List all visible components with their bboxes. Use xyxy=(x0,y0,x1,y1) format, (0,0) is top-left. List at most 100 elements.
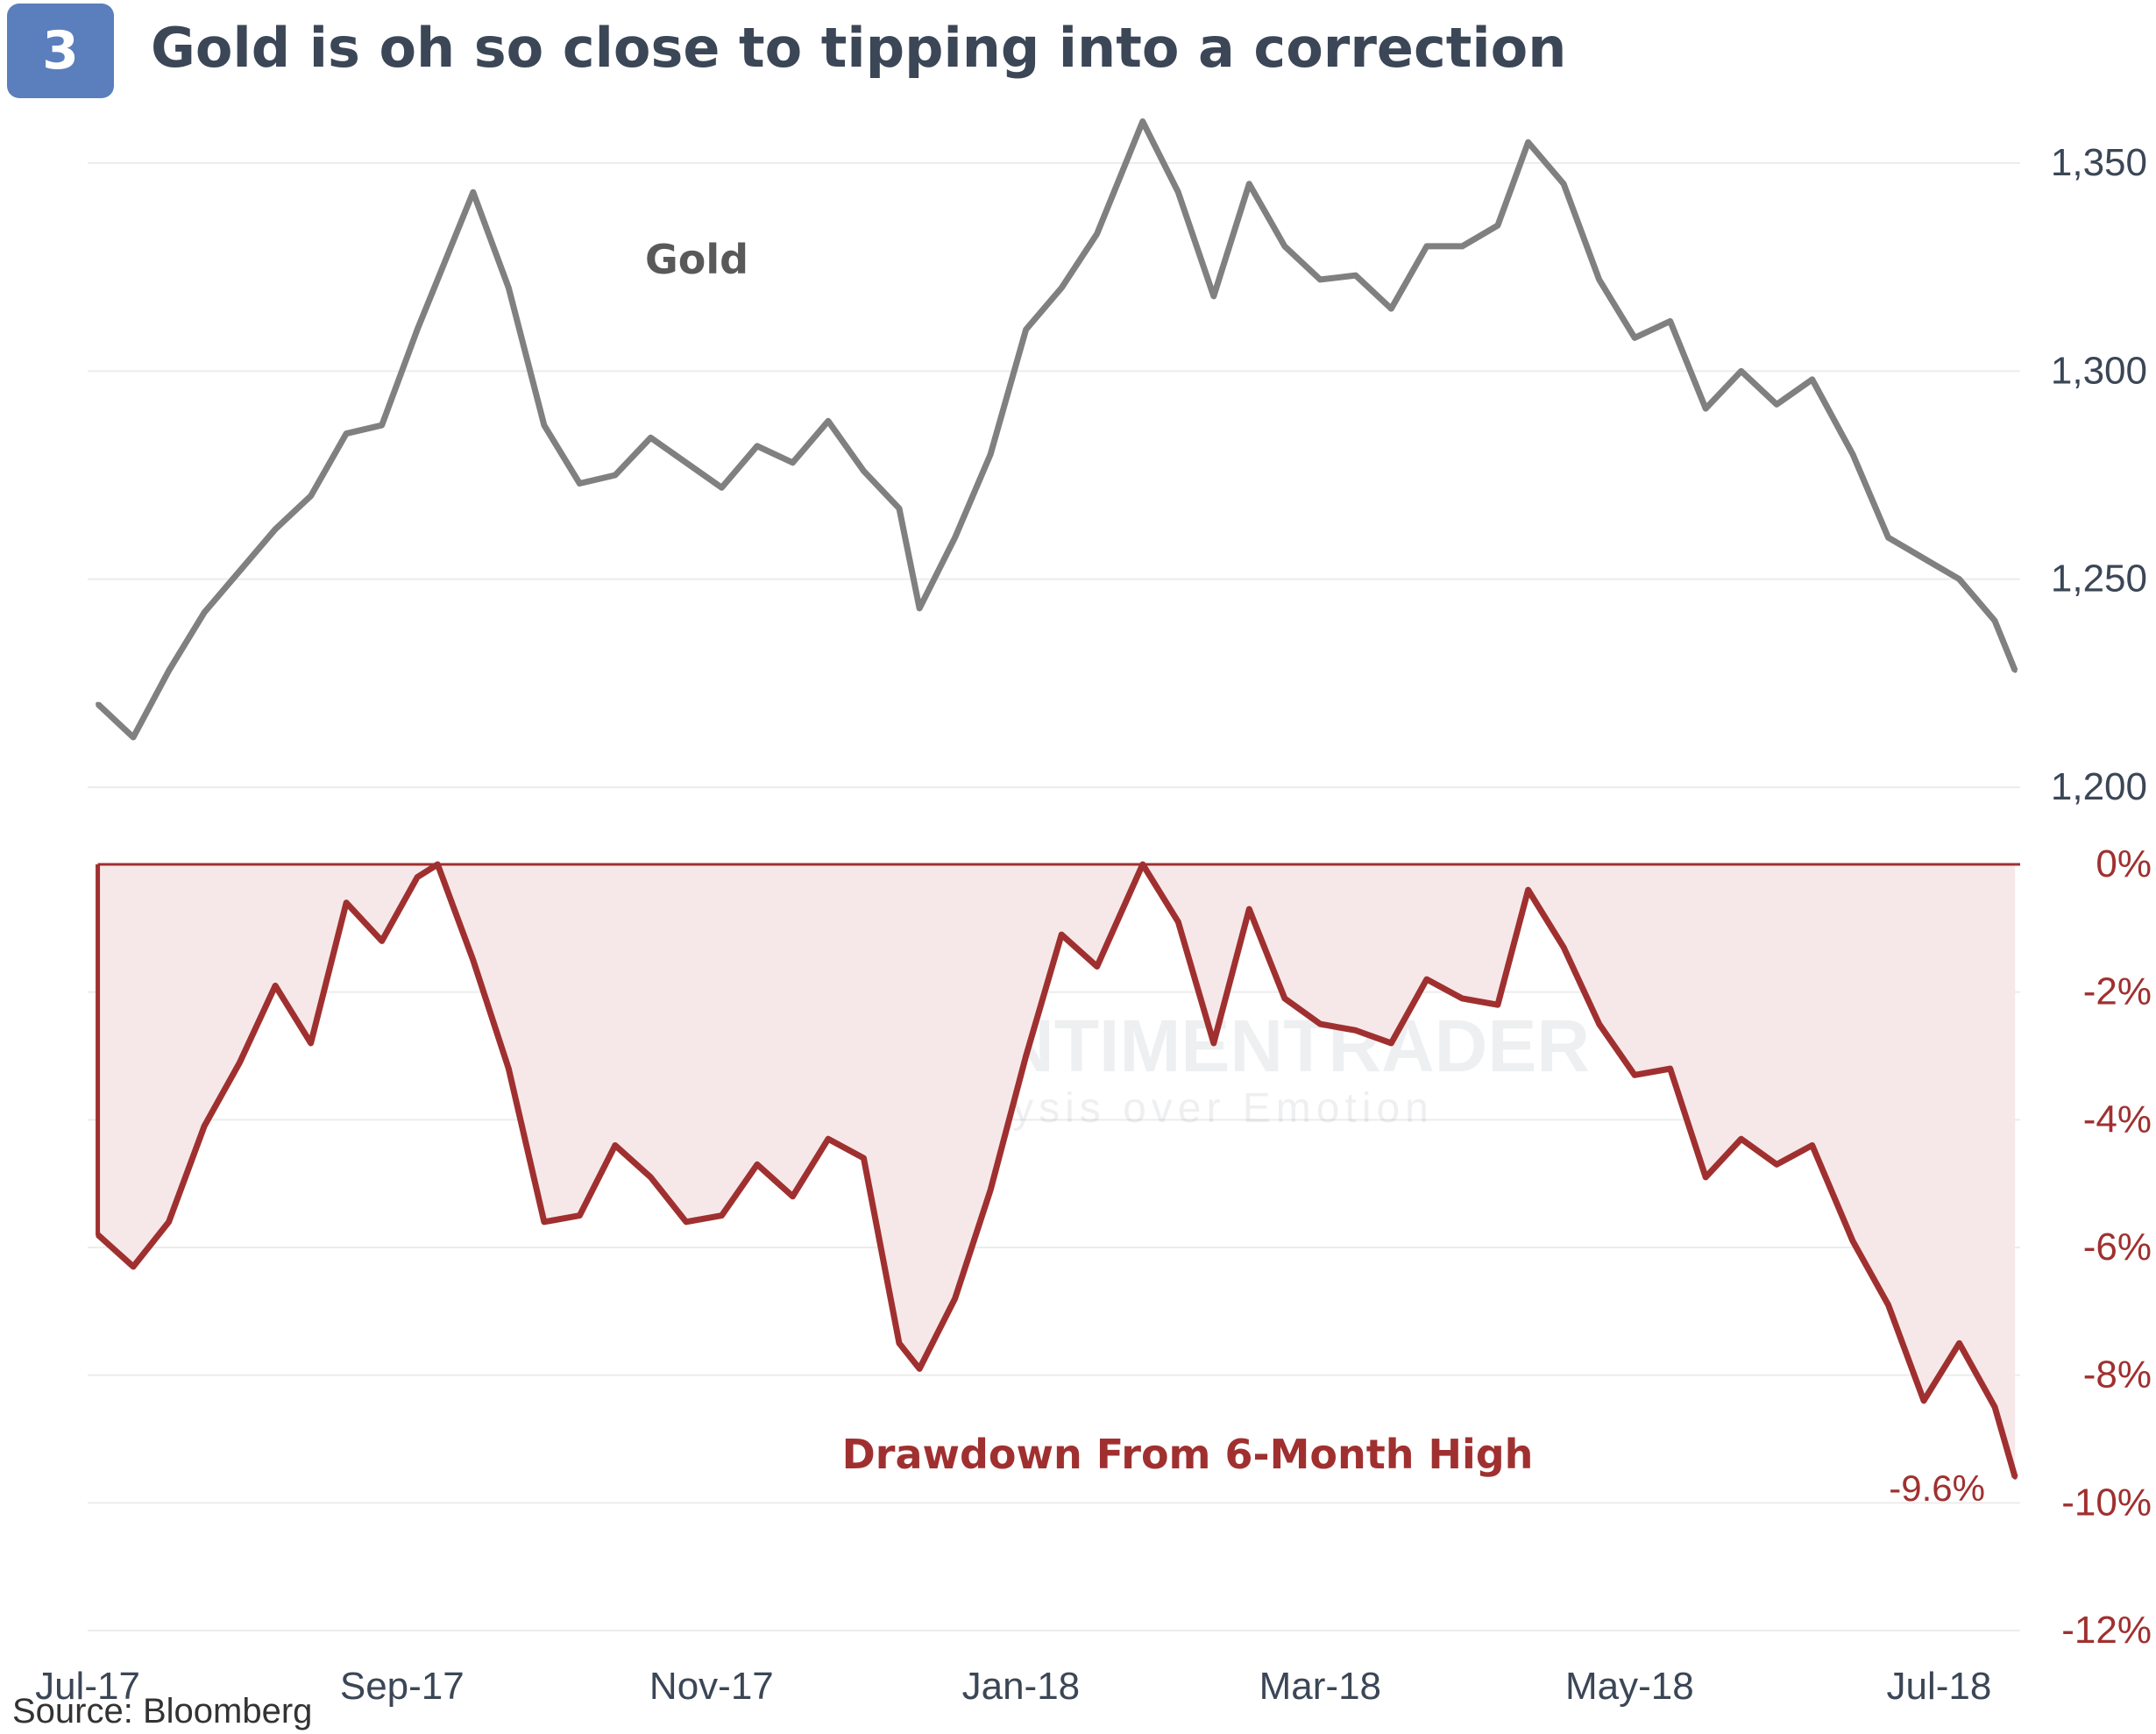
drawdown-point xyxy=(1095,964,1100,970)
drawdown-point xyxy=(953,1296,958,1301)
gold-point xyxy=(1024,327,1029,332)
drawdown-point xyxy=(238,1060,243,1065)
gold-series-label: Gold xyxy=(645,236,748,283)
gold-point xyxy=(1353,273,1358,278)
drawdown-point xyxy=(988,1187,993,1192)
gold-point xyxy=(1424,244,1429,249)
gold-point xyxy=(613,473,618,478)
drawdown-point xyxy=(1246,906,1252,912)
drawdown-point xyxy=(1388,1041,1394,1046)
drawdown-y-tick-label: -12% xyxy=(2061,1609,2152,1652)
gold-y-tick-label: 1,300 xyxy=(2051,349,2147,392)
drawdown-point xyxy=(379,938,385,943)
gold-point xyxy=(790,460,795,465)
x-tick-label: Jan-18 xyxy=(962,1665,1081,1708)
x-tick-label: Nov-17 xyxy=(649,1665,774,1708)
drawdown-point xyxy=(435,862,440,867)
gold-point xyxy=(1459,244,1465,249)
drawdown-point xyxy=(202,1124,207,1129)
drawdown-point xyxy=(96,1232,101,1237)
drawdown-point xyxy=(1703,1175,1708,1180)
gold-point xyxy=(1317,277,1323,282)
drawdown-series-label: Drawdown From 6-Month High xyxy=(842,1431,1534,1478)
gold-point xyxy=(344,431,349,437)
gold-y-tick-label: 1,200 xyxy=(2051,765,2147,808)
gold-point xyxy=(1246,181,1252,187)
x-tick-label: May-18 xyxy=(1565,1665,1694,1708)
gold-point xyxy=(131,735,136,740)
drawdown-point xyxy=(1024,1054,1029,1058)
gold-point xyxy=(238,568,243,573)
gold-point xyxy=(861,468,866,473)
drawdown-point xyxy=(1495,1002,1500,1007)
gold-point xyxy=(1140,119,1145,124)
x-tick-label: Sep-17 xyxy=(340,1665,465,1708)
gold-point xyxy=(415,327,420,332)
gold-point xyxy=(1095,231,1100,237)
drawdown-point xyxy=(1424,977,1429,982)
drawdown-point xyxy=(1739,1136,1744,1141)
gold-panel xyxy=(96,118,2018,741)
gold-point xyxy=(1739,368,1744,373)
gold-point xyxy=(1059,285,1064,290)
drawdown-end-label: -9.6% xyxy=(1889,1468,1985,1509)
drawdown-point xyxy=(719,1213,724,1219)
gold-line xyxy=(96,118,2018,741)
drawdown-point xyxy=(1597,1021,1602,1027)
gold-point xyxy=(1992,618,1997,623)
drawdown-point xyxy=(1561,945,1566,950)
gold-point xyxy=(1703,406,1708,411)
drawdown-point xyxy=(542,1219,547,1225)
gold-y-tick-label: 1,350 xyxy=(2051,141,2147,184)
drawdown-point xyxy=(1317,1021,1323,1027)
gold-point xyxy=(471,189,476,195)
gold-point xyxy=(577,480,582,486)
gold-point xyxy=(988,451,993,457)
gold-y-tick-label: 1,250 xyxy=(2051,558,2147,601)
drawdown-point xyxy=(613,1142,618,1148)
drawdown-point xyxy=(1632,1072,1637,1077)
x-tick-label: Jul-17 xyxy=(35,1665,140,1708)
drawdown-area xyxy=(97,864,2016,1478)
drawdown-y-tick-label: -10% xyxy=(2061,1481,2152,1524)
drawdown-point xyxy=(755,1162,760,1167)
gold-point xyxy=(917,606,922,611)
source-note: Source: Bloomberg xyxy=(12,1692,313,1730)
gold-point xyxy=(2012,668,2018,673)
drawdown-point xyxy=(1459,996,1465,1001)
gold-point xyxy=(1957,577,1962,582)
drawdown-point xyxy=(1526,887,1531,892)
gold-point xyxy=(167,668,172,673)
gold-point xyxy=(953,535,958,540)
drawdown-point xyxy=(344,900,349,906)
drawdown-point xyxy=(471,957,476,963)
drawdown-y-tick-label: -6% xyxy=(2083,1226,2152,1269)
drawdown-point xyxy=(1175,920,1181,925)
drawdown-point xyxy=(506,1066,511,1071)
gold-point xyxy=(542,423,547,428)
gold-point xyxy=(1921,556,1926,561)
drawdown-point xyxy=(1992,1404,1997,1410)
drawdown-point xyxy=(415,875,420,880)
drawdown-point xyxy=(861,1155,866,1161)
drawdown-point xyxy=(684,1219,689,1225)
drawdown-point xyxy=(273,983,278,988)
gold-point xyxy=(202,610,207,615)
chart-title: Gold is oh so close to tipping into a co… xyxy=(151,16,1567,80)
x-tick-label: Jul-18 xyxy=(1886,1665,1991,1708)
gold-point xyxy=(1561,181,1566,187)
drawdown-y-tick-label: 0% xyxy=(2096,842,2152,885)
drawdown-point xyxy=(577,1213,582,1219)
drawdown-y-tick-label: -2% xyxy=(2083,970,2152,1013)
drawdown-point xyxy=(1353,1027,1358,1033)
drawdown-point xyxy=(309,1041,314,1046)
drawdown-point xyxy=(648,1175,653,1180)
drawdown-point xyxy=(1668,1066,1673,1071)
gold-point xyxy=(273,527,278,532)
gold-point xyxy=(719,485,724,490)
drawdown-point xyxy=(790,1194,795,1199)
gold-point xyxy=(1597,277,1602,282)
drawdown-point xyxy=(826,1136,831,1141)
gold-point xyxy=(1495,223,1500,228)
drawdown-y-tick-label: -8% xyxy=(2083,1354,2152,1396)
